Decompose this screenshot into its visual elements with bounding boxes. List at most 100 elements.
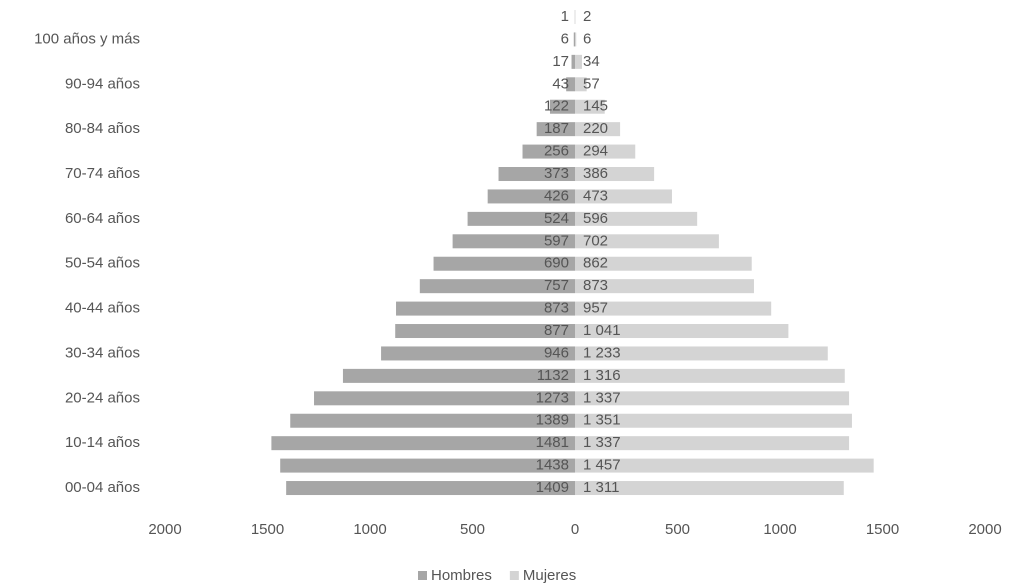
bar bbox=[487, 189, 575, 204]
data-label: 145 bbox=[583, 98, 608, 115]
data-label: 873 bbox=[544, 300, 569, 317]
x-tick-label: 2000 bbox=[968, 521, 1001, 538]
bar bbox=[573, 32, 575, 47]
data-label: 1 311 bbox=[583, 479, 619, 496]
data-label: 1438 bbox=[536, 457, 569, 474]
bar bbox=[575, 346, 828, 361]
bar bbox=[575, 211, 698, 226]
bar bbox=[395, 324, 575, 339]
category-label: 20-24 años bbox=[65, 389, 140, 406]
bar bbox=[536, 122, 575, 137]
x-tick-label: 500 bbox=[460, 521, 485, 538]
x-tick-label: 1500 bbox=[866, 521, 899, 538]
bar bbox=[280, 458, 575, 473]
x-tick-label: 0 bbox=[571, 521, 579, 538]
x-tick-label: 1500 bbox=[251, 521, 284, 538]
data-label: 294 bbox=[583, 143, 608, 160]
bar bbox=[575, 144, 636, 159]
data-label: 1 351 bbox=[583, 412, 621, 429]
category-label: 100 años y más bbox=[34, 30, 140, 47]
bar bbox=[381, 346, 575, 361]
bar bbox=[575, 122, 621, 137]
bar bbox=[342, 368, 575, 383]
data-label: 1409 bbox=[536, 479, 569, 496]
data-label: 187 bbox=[544, 120, 569, 137]
category-label: 10-14 años bbox=[65, 434, 140, 451]
bar bbox=[575, 77, 587, 92]
bar bbox=[433, 256, 575, 271]
data-label: 1 041 bbox=[583, 322, 621, 339]
data-label: 43 bbox=[552, 75, 569, 92]
bar bbox=[575, 391, 850, 406]
legend-label: Mujeres bbox=[523, 567, 576, 584]
data-label: 690 bbox=[544, 255, 569, 272]
data-label: 17 bbox=[552, 53, 569, 70]
bar bbox=[286, 481, 575, 496]
data-label: 57 bbox=[583, 75, 600, 92]
bar bbox=[575, 32, 577, 47]
bar bbox=[575, 99, 605, 114]
data-label: 6 bbox=[583, 30, 591, 47]
x-tick-label: 1000 bbox=[763, 521, 796, 538]
category-label: 00-04 años bbox=[65, 479, 140, 496]
bar bbox=[290, 413, 575, 428]
bar bbox=[566, 77, 575, 92]
bar bbox=[575, 301, 772, 316]
bar bbox=[575, 368, 845, 383]
category-label: 70-74 años bbox=[65, 165, 140, 182]
data-label: 877 bbox=[544, 322, 569, 339]
data-label: 1389 bbox=[536, 412, 569, 429]
data-label: 1 457 bbox=[583, 457, 621, 474]
bar bbox=[271, 436, 575, 451]
data-label: 1 bbox=[561, 8, 569, 25]
data-label: 473 bbox=[583, 187, 608, 204]
data-label: 256 bbox=[544, 143, 569, 160]
bar bbox=[467, 211, 575, 226]
data-label: 596 bbox=[583, 210, 608, 227]
legend-swatch bbox=[509, 571, 519, 580]
bar bbox=[452, 234, 575, 249]
data-label: 946 bbox=[544, 344, 569, 361]
bar bbox=[575, 54, 582, 69]
data-label: 34 bbox=[583, 53, 600, 70]
data-label: 1 316 bbox=[583, 367, 621, 384]
data-label: 702 bbox=[583, 232, 608, 249]
legend-label: Hombres bbox=[431, 567, 492, 584]
legend-swatch bbox=[418, 571, 427, 580]
data-label: 1132 bbox=[537, 367, 569, 384]
data-label: 1 233 bbox=[583, 344, 621, 361]
category-label: 80-84 años bbox=[65, 120, 140, 137]
category-label: 50-54 años bbox=[65, 255, 140, 272]
data-label: 386 bbox=[583, 165, 608, 182]
data-label: 2 bbox=[583, 8, 591, 25]
bar bbox=[549, 99, 575, 114]
bar bbox=[575, 279, 754, 294]
bar bbox=[396, 301, 575, 316]
data-label: 1 337 bbox=[583, 434, 621, 451]
bar bbox=[419, 279, 575, 294]
bar bbox=[575, 167, 655, 182]
data-label: 597 bbox=[544, 232, 569, 249]
data-label: 373 bbox=[544, 165, 569, 182]
data-label: 6 bbox=[561, 30, 569, 47]
bar bbox=[575, 481, 844, 496]
bar bbox=[571, 54, 575, 69]
category-label: 30-34 años bbox=[65, 344, 140, 361]
data-label: 1481 bbox=[536, 434, 569, 451]
x-tick-label: 500 bbox=[665, 521, 690, 538]
bar bbox=[575, 256, 752, 271]
bar bbox=[522, 144, 575, 159]
bar bbox=[575, 436, 850, 451]
data-label: 220 bbox=[583, 120, 608, 137]
data-label: 862 bbox=[583, 255, 608, 272]
x-tick-label: 2000 bbox=[148, 521, 181, 538]
data-label: 1 337 bbox=[583, 389, 621, 406]
bar bbox=[575, 413, 852, 428]
category-label: 90-94 años bbox=[65, 75, 140, 92]
data-label: 873 bbox=[583, 277, 608, 294]
bar bbox=[575, 234, 719, 249]
x-tick-label: 1000 bbox=[353, 521, 386, 538]
bar bbox=[575, 324, 789, 339]
data-label: 957 bbox=[583, 300, 608, 317]
